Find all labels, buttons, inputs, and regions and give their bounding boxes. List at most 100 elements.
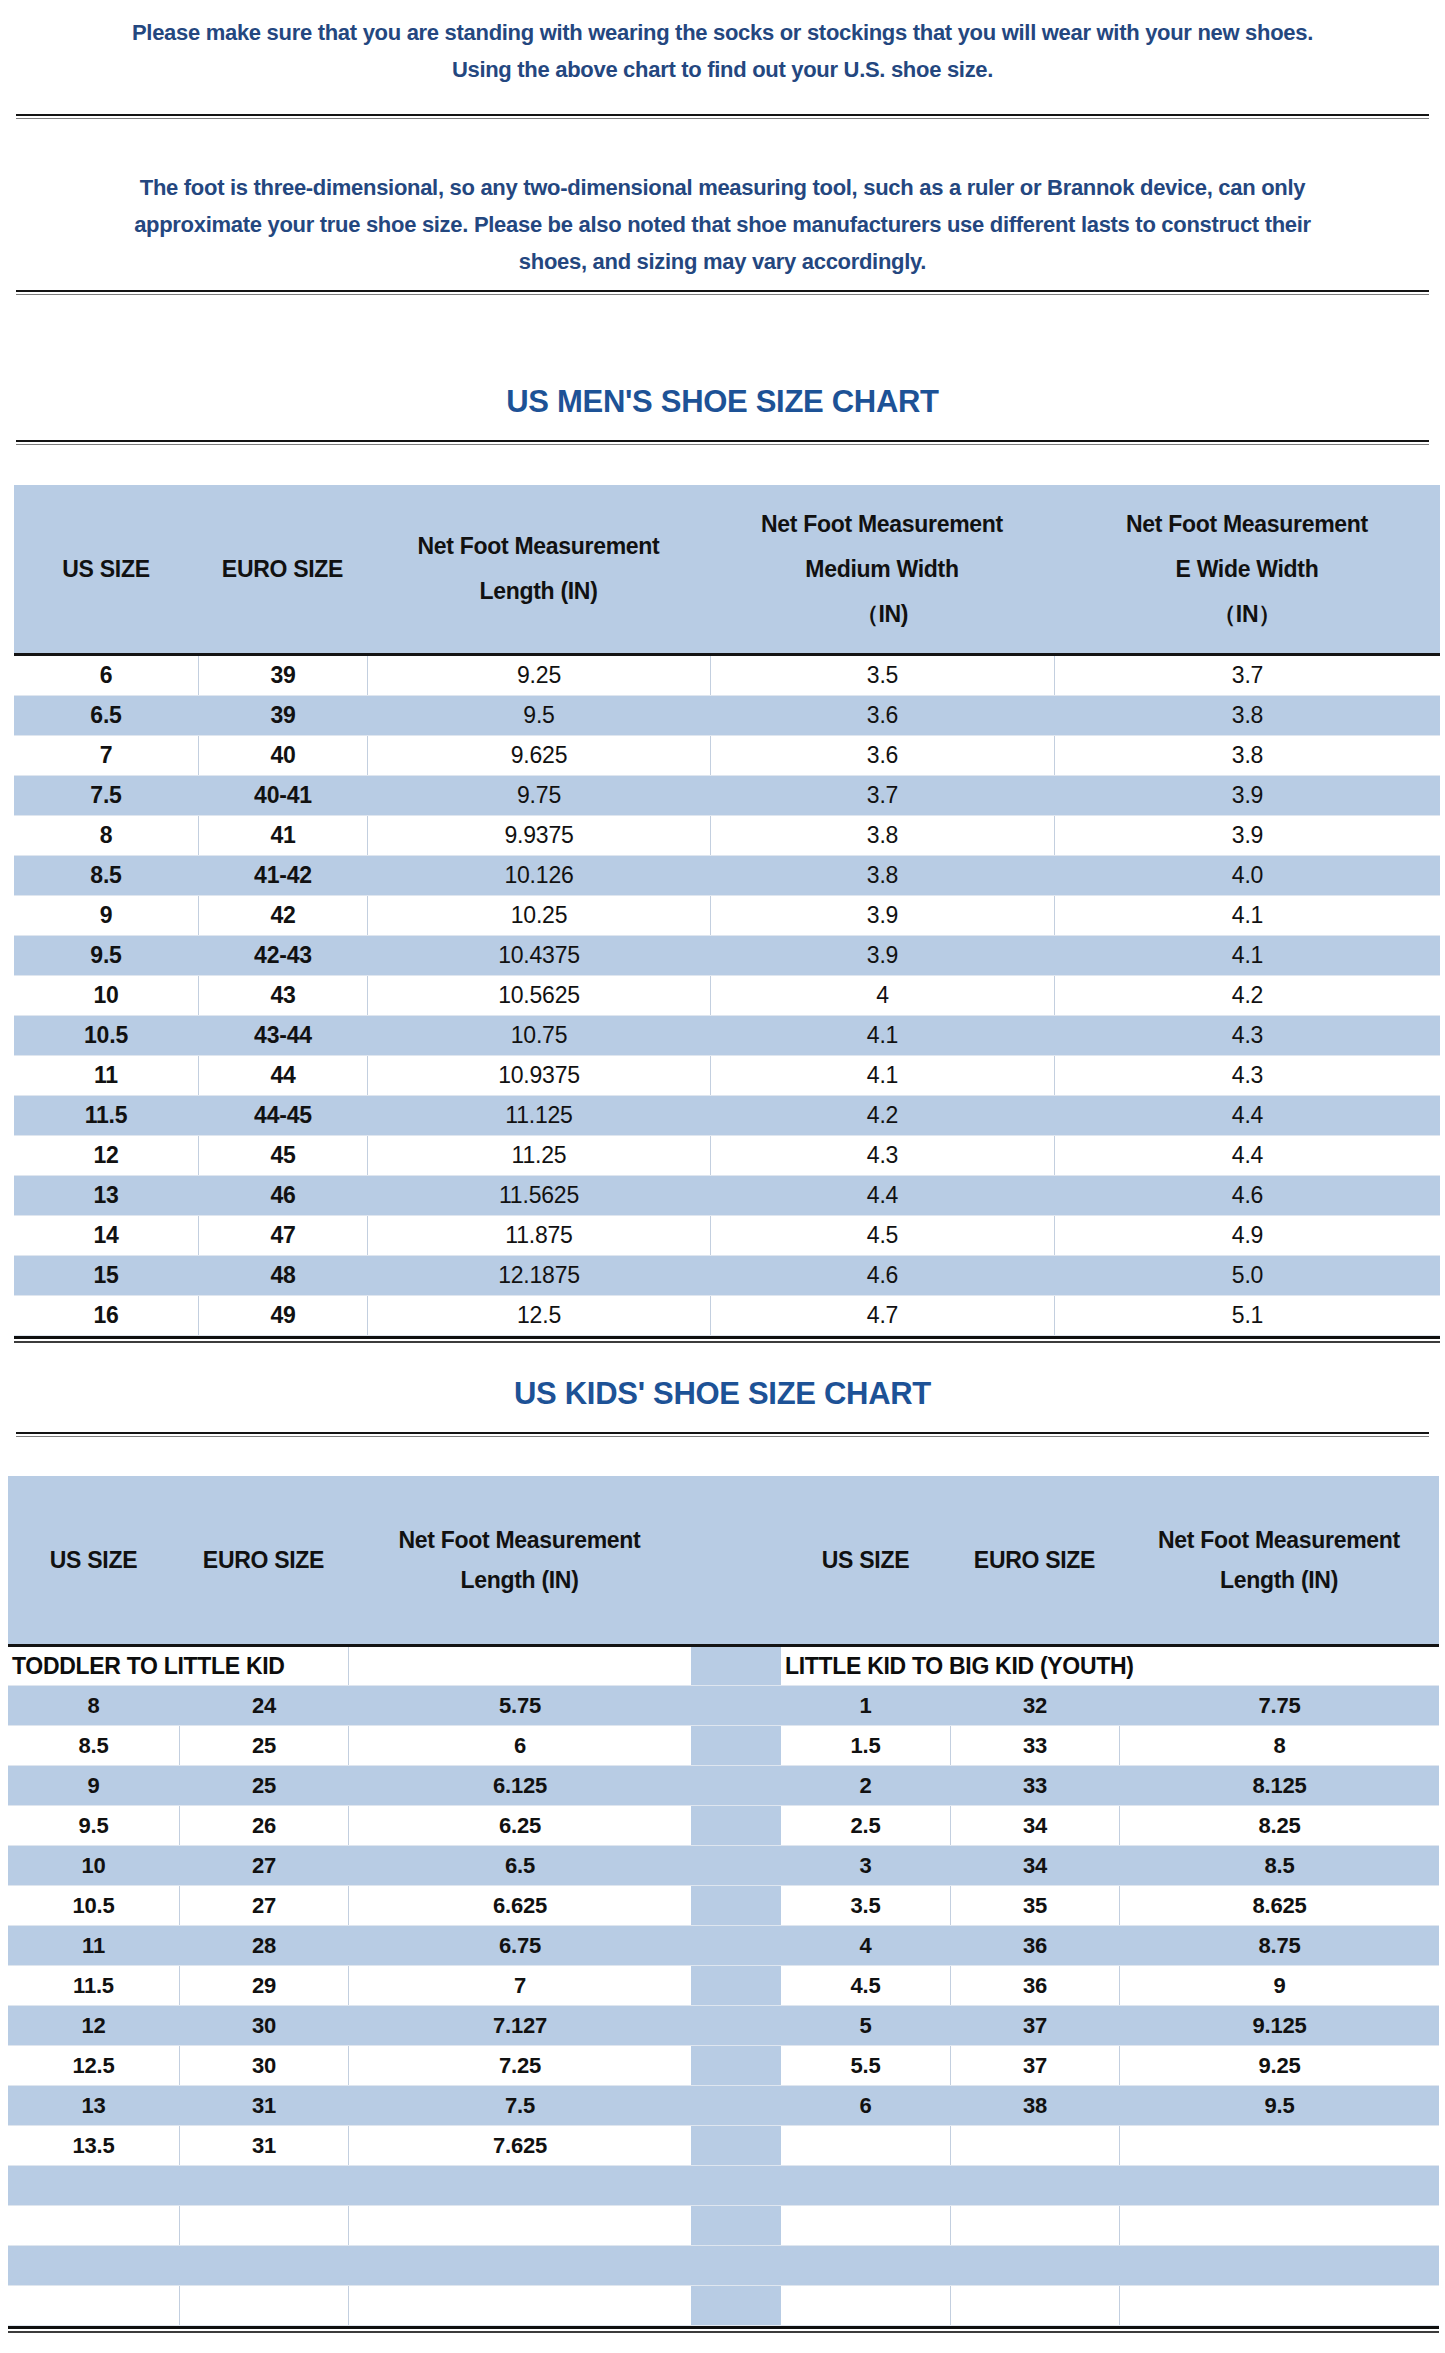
table-cell: 46 xyxy=(198,1176,367,1215)
table-cell: 11.875 xyxy=(367,1216,710,1255)
table-cell: 11 xyxy=(8,1926,179,1965)
table-cell: 4.2 xyxy=(1054,976,1440,1015)
table-cell: 10.126 xyxy=(367,856,710,895)
table-row xyxy=(8,2166,1439,2206)
table-cell: 4.2 xyxy=(710,1096,1054,1135)
table-cell: 10.75 xyxy=(367,1016,710,1055)
table-cell xyxy=(950,2286,1119,2325)
table-cell xyxy=(179,2206,348,2245)
table-cell: 7.625 xyxy=(348,2126,691,2165)
intro-text: Please make sure that you are standing w… xyxy=(20,0,1425,88)
table-cell xyxy=(1119,2286,1439,2325)
table-cell: 35 xyxy=(950,1886,1119,1925)
table-cell xyxy=(781,2126,950,2165)
note-text: The foot is three-dimensional, so any tw… xyxy=(20,169,1425,280)
table-row: 7.540-419.753.73.9 xyxy=(14,776,1440,816)
section-title-youth: LITTLE KID TO BIG KID (YOUTH) xyxy=(781,1647,1439,1685)
mens-chart-title: US MEN'S SHOE SIZE CHART xyxy=(0,383,1445,421)
table-row: 124511.254.34.4 xyxy=(14,1136,1440,1176)
table-cell: 7.127 xyxy=(348,2006,691,2045)
column-header-medium-width: Net Foot Measurement Medium Width （IN) xyxy=(710,485,1054,653)
table-cell: 36 xyxy=(950,1926,1119,1965)
gap-column xyxy=(691,2246,781,2285)
table-cell: 6 xyxy=(781,2086,950,2125)
table-cell: 8 xyxy=(1119,1726,1439,1765)
horizontal-divider xyxy=(16,440,1429,445)
table-cell: 2.5 xyxy=(781,1806,950,1845)
table-cell: 31 xyxy=(179,2126,348,2165)
table-cell: 4 xyxy=(781,1926,950,1965)
table-cell xyxy=(1119,2126,1439,2165)
table-cell xyxy=(950,2126,1119,2165)
table-bottom-border xyxy=(8,2326,1439,2333)
table-cell: 8 xyxy=(8,1686,179,1725)
table-cell: 3.6 xyxy=(710,696,1054,735)
table-cell xyxy=(348,2206,691,2245)
table-cell: 7.75 xyxy=(1119,1686,1439,1725)
table-cell xyxy=(8,2246,179,2285)
table-cell: 12.5 xyxy=(367,1296,710,1335)
empty-cell xyxy=(348,1647,691,1685)
gap-column xyxy=(691,2286,781,2325)
table-cell: 37 xyxy=(950,2006,1119,2045)
table-cell: 6 xyxy=(14,656,198,695)
table-cell: 10.25 xyxy=(367,896,710,935)
table-cell: 24 xyxy=(179,1686,348,1725)
table-cell: 9.75 xyxy=(367,776,710,815)
table-cell: 37 xyxy=(950,2046,1119,2085)
table-cell: 1 xyxy=(781,1686,950,1725)
table-cell: 15 xyxy=(14,1256,198,1295)
table-cell xyxy=(179,2246,348,2285)
table-cell xyxy=(950,2166,1119,2205)
gap-column xyxy=(691,1766,781,1805)
table-cell: 4.3 xyxy=(1054,1016,1440,1055)
table-cell: 6.75 xyxy=(348,1926,691,1965)
table-cell: 40-41 xyxy=(198,776,367,815)
table-cell: 4 xyxy=(710,976,1054,1015)
table-cell: 9.9375 xyxy=(367,816,710,855)
table-cell: 45 xyxy=(198,1136,367,1175)
table-cell: 3 xyxy=(781,1846,950,1885)
table-cell: 30 xyxy=(179,2046,348,2085)
table-cell: 4.7 xyxy=(710,1296,1054,1335)
horizontal-divider xyxy=(16,290,1429,295)
kids-chart-title: US KIDS' SHOE SIZE CHART xyxy=(0,1375,1445,1413)
column-header-length: Net Foot Measurement Length (IN) xyxy=(348,1476,691,1644)
table-row: 11286.754368.75 xyxy=(8,1926,1439,1966)
table-bottom-border xyxy=(14,1336,1440,1343)
table-cell: 9 xyxy=(1119,1966,1439,2005)
header-gap-column xyxy=(691,1476,781,1644)
table-cell: 7.25 xyxy=(348,2046,691,2085)
table-cell: 16 xyxy=(14,1296,198,1335)
table-cell: 11 xyxy=(14,1056,198,1095)
table-cell: 11.5 xyxy=(14,1096,198,1135)
table-cell: 4.3 xyxy=(1054,1056,1440,1095)
table-cell: 6.125 xyxy=(348,1766,691,1805)
gap-column xyxy=(691,1966,781,2005)
gap-column xyxy=(691,1926,781,1965)
table-row: 10.5276.6253.5358.625 xyxy=(8,1886,1439,1926)
table-cell: 4.1 xyxy=(710,1016,1054,1055)
table-cell: 38 xyxy=(950,2086,1119,2125)
table-cell: 25 xyxy=(179,1766,348,1805)
table-cell: 1.5 xyxy=(781,1726,950,1765)
table-cell: 6 xyxy=(348,1726,691,1765)
table-row: 134611.56254.44.6 xyxy=(14,1176,1440,1216)
table-cell: 10 xyxy=(8,1846,179,1885)
table-row: 9.5266.252.5348.25 xyxy=(8,1806,1439,1846)
table-cell: 3.8 xyxy=(1054,736,1440,775)
table-row: 11.52974.5369 xyxy=(8,1966,1439,2006)
table-cell xyxy=(8,2286,179,2325)
table-cell: 4.5 xyxy=(781,1966,950,2005)
gap-column xyxy=(691,1886,781,1925)
table-row: 8245.751327.75 xyxy=(8,1686,1439,1726)
table-cell: 8.625 xyxy=(1119,1886,1439,1925)
table-row: 9.542-4310.43753.94.1 xyxy=(14,936,1440,976)
table-cell: 41-42 xyxy=(198,856,367,895)
table-cell: 11.25 xyxy=(367,1136,710,1175)
table-cell: 8.25 xyxy=(1119,1806,1439,1845)
table-cell: 11.5625 xyxy=(367,1176,710,1215)
kids-table-body: 8245.751327.758.52561.53389256.1252338.1… xyxy=(8,1686,1439,2326)
table-cell: 39 xyxy=(198,656,367,695)
table-row: 8419.93753.83.9 xyxy=(14,816,1440,856)
